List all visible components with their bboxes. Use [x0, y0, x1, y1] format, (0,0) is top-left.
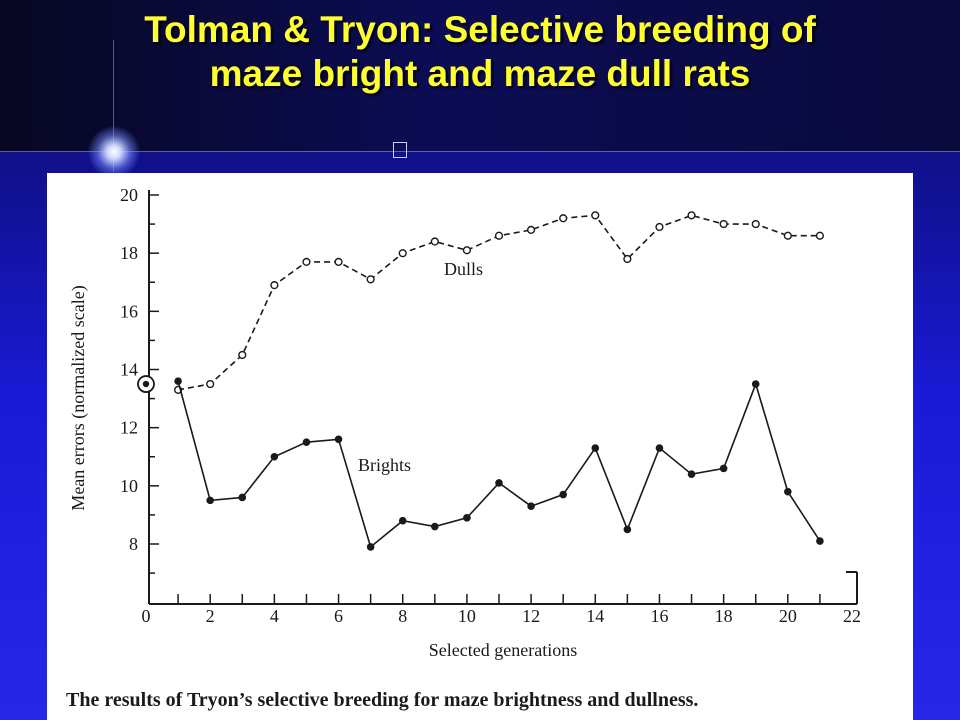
point-brights: [334, 435, 343, 444]
y-axis-label: Mean errors (normalized scale): [68, 285, 89, 510]
point-brights: [270, 452, 279, 461]
point-dulls: [687, 211, 696, 220]
point-brights: [238, 493, 247, 502]
x-tick-label: 16: [650, 606, 668, 626]
point-brights: [655, 444, 664, 452]
point-dulls: [462, 246, 472, 255]
point-brights: [687, 470, 696, 479]
point-brights: [591, 444, 600, 452]
x-tick-label: 22: [843, 606, 861, 626]
x-tick-label: 2: [206, 606, 215, 626]
point-dulls: [526, 225, 536, 235]
y-tick-label: 20: [120, 185, 138, 205]
point-dulls: [623, 254, 632, 264]
point-dulls: [591, 211, 600, 220]
x-tick-label: 14: [586, 606, 604, 626]
point-brights: [302, 438, 311, 447]
point-brights: [527, 502, 535, 510]
point-dulls: [206, 379, 215, 389]
point-dulls: [366, 275, 375, 284]
x-tick-label: 20: [779, 606, 797, 626]
point-dulls: [719, 219, 728, 229]
point-brights: [784, 487, 792, 496]
placeholder-glyph: [393, 142, 407, 158]
title-band: [0, 0, 960, 152]
point-brights: [398, 516, 407, 525]
series-line-brights: [177, 380, 821, 549]
point-dulls: [270, 281, 279, 290]
series-label-dulls: Dulls: [444, 259, 483, 279]
point-dulls: [494, 231, 504, 240]
point-dulls: [655, 222, 664, 232]
x-tick-label: 18: [715, 606, 733, 626]
point-brights: [431, 522, 439, 531]
slide-title-line-2: maze bright and maze dull rats: [209, 53, 751, 94]
point-brights: [719, 464, 728, 473]
y-tick-label: 10: [120, 476, 138, 496]
x-tick-label: 4: [270, 606, 279, 626]
point-dulls: [783, 231, 792, 240]
figure-panel: [47, 173, 913, 720]
y-tick-label: 16: [120, 301, 138, 321]
y-tick-label: 14: [120, 360, 138, 380]
point-dulls: [334, 257, 343, 266]
point-brights: [174, 377, 182, 385]
point-brights: [495, 479, 503, 487]
point-dulls: [302, 257, 311, 266]
series-label-brights: Brights: [358, 455, 411, 475]
point-brights: [751, 380, 760, 388]
y-tick-label: 8: [129, 534, 138, 554]
slide-title: Tolman & Tryon: Selective breeding of ma…: [40, 8, 920, 96]
point-dulls: [238, 350, 247, 360]
figure-caption: The results of Tryon’s selective breedin…: [66, 689, 698, 711]
x-tick-label: 6: [334, 606, 343, 626]
series-line-dulls: [177, 214, 820, 391]
y-tick-label: 12: [120, 418, 138, 438]
x-axis-label: Selected generations: [429, 640, 577, 660]
x-tick-label: 0: [142, 606, 151, 626]
point-brights: [559, 490, 567, 499]
x-tick-label: 8: [398, 606, 407, 626]
baseline-marker-dot: [142, 380, 150, 388]
x-tick-label: 12: [522, 606, 540, 626]
point-dulls: [559, 214, 568, 223]
point-brights: [463, 514, 471, 522]
point-brights: [623, 525, 632, 534]
point-brights: [816, 537, 824, 545]
point-dulls: [430, 237, 439, 246]
point-brights: [206, 496, 214, 505]
decorative-glow: [88, 126, 140, 178]
slide-title-line-1: Tolman & Tryon: Selective breeding of: [144, 9, 816, 50]
point-brights: [366, 543, 375, 551]
decorative-horizontal-line: [0, 151, 960, 152]
point-dulls: [815, 231, 825, 240]
decorative-vertical-line: [113, 40, 114, 172]
y-tick-label: 18: [120, 243, 138, 263]
x-tick-label: 10: [458, 606, 476, 626]
point-dulls: [751, 219, 760, 229]
point-dulls: [398, 249, 407, 258]
